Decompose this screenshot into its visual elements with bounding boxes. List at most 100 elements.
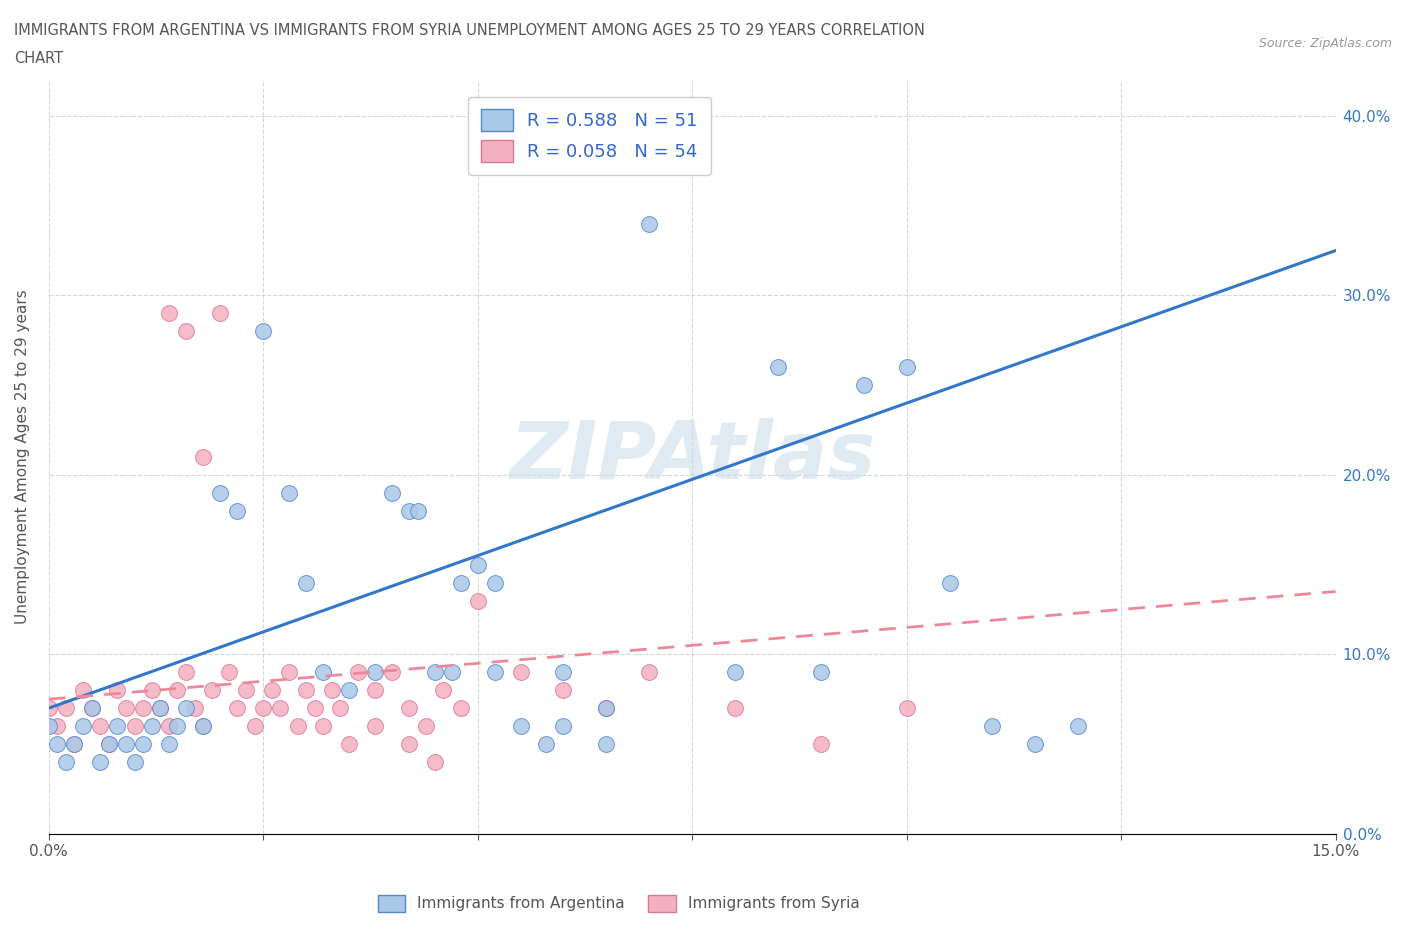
- Point: [132, 737, 155, 751]
- Point: [124, 719, 146, 734]
- Point: [467, 593, 489, 608]
- Point: [46, 719, 69, 734]
- Legend: Immigrants from Argentina, Immigrants from Syria: Immigrants from Argentina, Immigrants fr…: [371, 889, 866, 918]
- Point: [337, 737, 360, 751]
- Point: [536, 737, 558, 751]
- Point: [364, 683, 387, 698]
- Point: [553, 665, 575, 680]
- Point: [38, 719, 60, 734]
- Point: [141, 719, 163, 734]
- Point: [243, 719, 266, 734]
- Point: [226, 503, 249, 518]
- Point: [166, 683, 188, 698]
- Point: [329, 700, 352, 715]
- Point: [174, 665, 197, 680]
- Point: [55, 754, 77, 769]
- Point: [509, 719, 531, 734]
- Point: [105, 719, 128, 734]
- Point: [553, 719, 575, 734]
- Point: [226, 700, 249, 715]
- Point: [191, 719, 214, 734]
- Point: [638, 216, 661, 231]
- Point: [295, 575, 318, 590]
- Point: [724, 665, 747, 680]
- Point: [423, 754, 446, 769]
- Point: [209, 306, 232, 321]
- Point: [157, 306, 180, 321]
- Text: ZIPAtlas: ZIPAtlas: [509, 418, 876, 496]
- Point: [252, 700, 274, 715]
- Point: [209, 485, 232, 500]
- Point: [124, 754, 146, 769]
- Point: [252, 324, 274, 339]
- Point: [115, 700, 138, 715]
- Point: [149, 700, 172, 715]
- Point: [115, 737, 138, 751]
- Point: [337, 683, 360, 698]
- Point: [381, 485, 404, 500]
- Point: [278, 665, 301, 680]
- Point: [440, 665, 463, 680]
- Point: [364, 665, 387, 680]
- Point: [484, 665, 506, 680]
- Point: [72, 683, 94, 698]
- Point: [415, 719, 437, 734]
- Point: [218, 665, 240, 680]
- Point: [852, 378, 875, 392]
- Point: [269, 700, 291, 715]
- Point: [450, 700, 472, 715]
- Point: [89, 754, 111, 769]
- Text: IMMIGRANTS FROM ARGENTINA VS IMMIGRANTS FROM SYRIA UNEMPLOYMENT AMONG AGES 25 TO: IMMIGRANTS FROM ARGENTINA VS IMMIGRANTS …: [14, 23, 925, 38]
- Point: [46, 737, 69, 751]
- Point: [638, 665, 661, 680]
- Point: [981, 719, 1004, 734]
- Point: [278, 485, 301, 500]
- Point: [1024, 737, 1046, 751]
- Point: [398, 700, 420, 715]
- Point: [80, 700, 103, 715]
- Point: [89, 719, 111, 734]
- Point: [235, 683, 257, 698]
- Point: [97, 737, 120, 751]
- Point: [423, 665, 446, 680]
- Point: [595, 700, 617, 715]
- Point: [157, 737, 180, 751]
- Point: [191, 449, 214, 464]
- Point: [72, 719, 94, 734]
- Point: [141, 683, 163, 698]
- Point: [724, 700, 747, 715]
- Point: [55, 700, 77, 715]
- Point: [896, 700, 918, 715]
- Point: [398, 737, 420, 751]
- Text: Source: ZipAtlas.com: Source: ZipAtlas.com: [1258, 37, 1392, 50]
- Point: [1067, 719, 1090, 734]
- Point: [132, 700, 155, 715]
- Point: [201, 683, 224, 698]
- Point: [406, 503, 429, 518]
- Point: [312, 665, 335, 680]
- Point: [595, 700, 617, 715]
- Point: [287, 719, 309, 734]
- Point: [105, 683, 128, 698]
- Point: [810, 737, 832, 751]
- Point: [191, 719, 214, 734]
- Point: [174, 700, 197, 715]
- Legend: R = 0.588   N = 51, R = 0.058   N = 54: R = 0.588 N = 51, R = 0.058 N = 54: [468, 97, 710, 175]
- Point: [312, 719, 335, 734]
- Point: [398, 503, 420, 518]
- Point: [432, 683, 454, 698]
- Point: [364, 719, 387, 734]
- Point: [381, 665, 404, 680]
- Point: [346, 665, 368, 680]
- Point: [938, 575, 960, 590]
- Point: [157, 719, 180, 734]
- Point: [80, 700, 103, 715]
- Point: [63, 737, 86, 751]
- Point: [896, 360, 918, 375]
- Point: [467, 557, 489, 572]
- Point: [321, 683, 343, 698]
- Point: [166, 719, 188, 734]
- Point: [149, 700, 172, 715]
- Point: [810, 665, 832, 680]
- Point: [97, 737, 120, 751]
